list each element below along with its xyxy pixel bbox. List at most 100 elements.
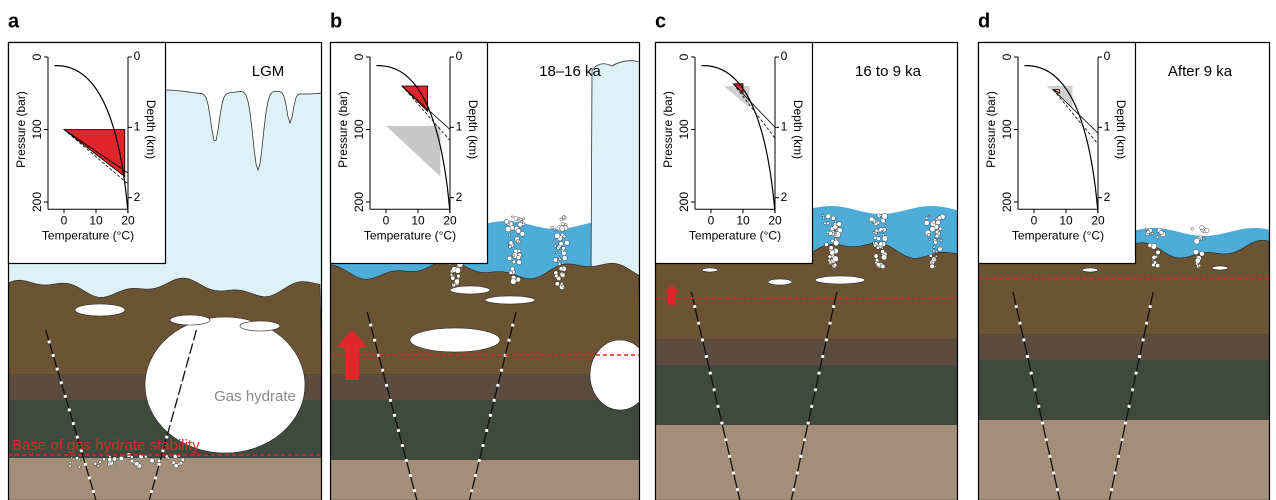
layer-mud — [655, 340, 958, 365]
bubble — [449, 273, 454, 277]
fluid-dot — [153, 476, 158, 480]
bubble — [112, 456, 118, 462]
bubble — [1144, 227, 1148, 231]
inset — [977, 41, 1137, 265]
bubble — [932, 249, 936, 253]
fluid-dot — [1048, 454, 1052, 458]
bubble — [454, 267, 461, 274]
bubble — [925, 216, 929, 220]
fluid-dot — [384, 383, 389, 387]
layer-bedrock — [8, 458, 322, 500]
fluid-dot — [369, 323, 373, 327]
stability-wedge — [401, 85, 429, 113]
bubble — [550, 225, 554, 229]
bubble — [144, 454, 148, 459]
fluid-dot — [404, 458, 408, 463]
bubble — [876, 245, 880, 250]
bubble — [1203, 239, 1206, 242]
fluid-dot — [79, 449, 83, 453]
panel-title: LGM — [252, 63, 285, 80]
bubble — [558, 241, 564, 247]
bubble — [558, 256, 561, 260]
fluid-dot — [832, 304, 836, 309]
gas-hydrate — [74, 303, 126, 317]
bubble — [1190, 227, 1194, 231]
fluid-dot — [191, 340, 195, 344]
gas-hydrate — [767, 278, 793, 286]
fluid-dot — [1055, 488, 1060, 492]
bubble — [933, 240, 938, 245]
fluid-dot — [485, 428, 489, 433]
y2-tick-label: 0 — [456, 49, 463, 63]
fluid-dot — [1044, 438, 1048, 442]
panel-letter: d — [978, 10, 990, 32]
bubble — [516, 259, 522, 265]
fluid-dot — [477, 458, 481, 463]
bubble — [830, 215, 836, 221]
bubble — [873, 253, 879, 259]
inset — [654, 41, 814, 265]
gas-hydrate — [449, 285, 491, 295]
fluid-dot — [716, 404, 720, 408]
bubble — [881, 246, 884, 250]
bubble — [561, 284, 565, 288]
fluid-dot — [187, 353, 191, 358]
bubble — [1200, 237, 1203, 241]
bubble — [824, 242, 829, 247]
bubble — [77, 465, 81, 469]
bubble — [932, 246, 935, 249]
bubble — [70, 456, 73, 460]
bubble — [505, 226, 512, 233]
fluid-dot — [183, 367, 188, 371]
fault — [1012, 291, 1061, 500]
bubble — [558, 266, 564, 271]
y2-tick-label: 1 — [456, 119, 463, 133]
bubble — [68, 464, 72, 468]
fluid-dot — [728, 454, 732, 458]
fluid-dot — [87, 476, 91, 480]
fluid-dot — [731, 471, 736, 475]
x-tick-label: 10 — [1059, 213, 1073, 227]
fluid-dot — [168, 421, 173, 426]
bubble — [522, 217, 525, 220]
bubble — [521, 222, 525, 226]
fluid-dot — [697, 321, 701, 325]
stability-wedge — [62, 129, 126, 178]
bubble — [513, 215, 519, 221]
fluid-dot — [1120, 438, 1124, 442]
fluid-dot — [496, 383, 500, 387]
fluid-dot — [473, 473, 478, 478]
y2-tick-label: 1 — [1104, 119, 1111, 133]
y-tick-label: 100 — [30, 119, 44, 139]
y2-tick-label: 2 — [134, 190, 141, 204]
bubble — [508, 245, 512, 249]
fluid-dot — [1124, 421, 1128, 425]
geotherm — [63, 129, 129, 174]
bubble — [881, 233, 885, 237]
bubble — [1199, 251, 1205, 257]
y-axis-label: Pressure (bar) — [984, 91, 998, 168]
panel-letter: c — [655, 10, 666, 32]
bubble — [450, 275, 456, 281]
fluid-dot — [150, 489, 154, 494]
bubble — [879, 213, 883, 217]
fluid-dot — [824, 338, 828, 342]
bubble — [868, 216, 875, 222]
panel-letter: a — [8, 10, 20, 32]
bubble — [928, 253, 933, 258]
bubble — [68, 461, 72, 464]
gas-hydrate — [144, 316, 306, 454]
gas-hydrate — [1211, 265, 1229, 271]
fluid-dot — [1148, 304, 1152, 309]
fluid-dot — [724, 438, 728, 442]
y2-tick-label: 1 — [134, 119, 141, 133]
fluid-dot — [47, 340, 51, 344]
bubble — [553, 244, 557, 248]
geotherm — [401, 85, 451, 130]
fault — [468, 311, 517, 500]
bubble — [511, 215, 514, 218]
bubble — [156, 458, 162, 463]
fault — [790, 291, 838, 500]
bubble — [878, 241, 884, 247]
bubble — [1146, 230, 1151, 235]
